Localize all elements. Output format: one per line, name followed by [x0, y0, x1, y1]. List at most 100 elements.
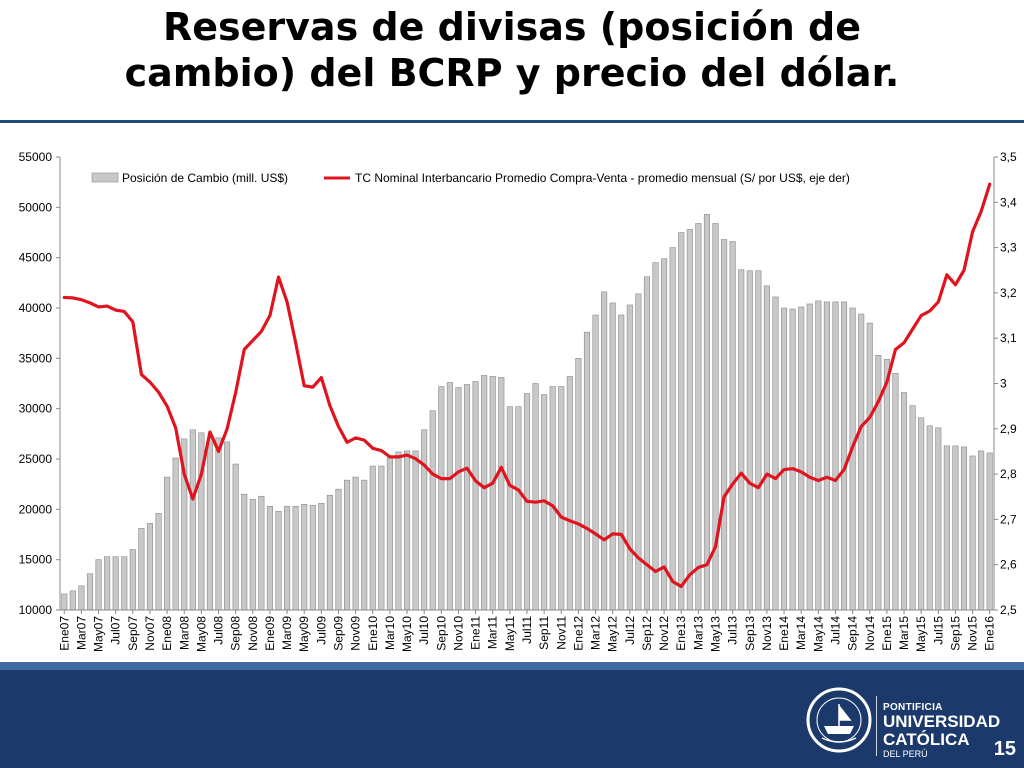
- logo-divider: [876, 696, 877, 756]
- chart-bar: [224, 441, 231, 611]
- x-tick-label: Jul12: [623, 616, 637, 645]
- left-tick-label: 15000: [19, 553, 53, 567]
- left-tick-label: 10000: [19, 603, 53, 617]
- chart-bar: [421, 429, 428, 611]
- chart-bar: [155, 513, 162, 611]
- x-tick-label: May11: [503, 616, 517, 651]
- chart-bar: [335, 488, 342, 611]
- x-tick-label: Nov10: [451, 616, 465, 651]
- chart-bar: [395, 451, 402, 611]
- chart-bar: [721, 239, 728, 611]
- chart-bar: [583, 331, 591, 611]
- chart-bar: [112, 556, 119, 611]
- chart-bar: [686, 229, 693, 611]
- chart-bar: [489, 376, 496, 611]
- chart-bar: [318, 502, 325, 611]
- x-tick-label: Sep15: [948, 616, 962, 651]
- chart-bar: [840, 301, 848, 611]
- x-tick-label: Ene11: [469, 616, 483, 650]
- legend: Posición de Cambio (mill. US$) TC Nominal…: [91, 171, 850, 185]
- chart-bar: [798, 306, 805, 611]
- chart-bar: [806, 303, 813, 611]
- chart-bar: [781, 307, 788, 611]
- left-tick-label: 45000: [19, 251, 53, 265]
- chart-bar: [429, 410, 436, 611]
- chart-bar: [506, 406, 513, 611]
- chart-bar: [146, 523, 154, 611]
- x-tick-label: Mar10: [383, 616, 397, 650]
- chart-bar: [558, 386, 565, 611]
- right-tick-label: 2,9: [1000, 422, 1017, 436]
- chart-bar: [172, 457, 179, 611]
- x-tick-label: Jul08: [212, 616, 226, 645]
- chart-bar: [618, 314, 625, 611]
- chart-bar: [883, 359, 890, 611]
- logo-text-catolica: CATÓLICA: [883, 730, 970, 749]
- x-tick-label: Ene07: [57, 616, 71, 651]
- chart-bar: [566, 376, 573, 611]
- chart-bar: [695, 223, 702, 611]
- chart-bar: [369, 465, 376, 611]
- chart-bar: [746, 270, 753, 611]
- chart-bar: [866, 322, 873, 611]
- chart-bar: [352, 476, 359, 611]
- x-tick-label: Jul07: [109, 616, 123, 645]
- legend-bar-label: Posición de Cambio (mill. US$): [122, 171, 288, 185]
- chart-bar: [943, 445, 950, 611]
- chart-bar: [703, 214, 710, 611]
- chart-bar: [738, 269, 745, 611]
- chart-bar: [978, 450, 985, 611]
- chart-bar: [241, 493, 248, 611]
- left-tick-label: 30000: [19, 402, 53, 416]
- chart-bar: [301, 503, 308, 611]
- university-seal-icon: [806, 687, 872, 753]
- x-tick-label: Sep12: [640, 616, 654, 651]
- chart-bar: [61, 593, 68, 611]
- x-tick-label: Nov13: [760, 616, 774, 651]
- chart-bar: [138, 528, 145, 611]
- chart-bar: [498, 377, 505, 611]
- left-tick-label: 35000: [19, 351, 53, 365]
- chart-bar: [403, 450, 411, 611]
- right-tick-label: 3: [1000, 377, 1007, 391]
- x-tick-label: May15: [914, 616, 928, 652]
- x-tick-label: Nov09: [349, 616, 363, 651]
- x-tick-label: May09: [297, 616, 311, 652]
- x-tick-label: May14: [811, 616, 825, 652]
- legend-bar-swatch: [91, 172, 119, 183]
- chart-bar: [926, 425, 933, 611]
- x-tick-label: Nov11: [554, 616, 568, 650]
- chart-bar: [95, 559, 102, 611]
- right-tick-label: 2,6: [1000, 558, 1017, 572]
- chart-bar: [438, 386, 445, 611]
- right-tick-label: 3,1: [1000, 331, 1017, 345]
- x-tick-label: Ene12: [571, 616, 585, 651]
- right-tick-label: 3,3: [1000, 241, 1017, 255]
- x-tick-label: Ene16: [983, 616, 997, 651]
- chart-bar: [189, 429, 196, 611]
- x-tick-label: Mar15: [897, 616, 911, 650]
- x-tick-label: Mar08: [177, 616, 191, 650]
- chart-bar: [858, 313, 865, 611]
- legend-line-label: TC Nominal Interbancario Promedio Compra…: [355, 171, 850, 185]
- x-tick-label: May10: [400, 616, 414, 652]
- x-tick-label: Sep13: [743, 616, 757, 651]
- x-tick-label: Ene13: [674, 616, 688, 651]
- right-tick-label: 2,7: [1000, 512, 1017, 526]
- chart-bar: [815, 300, 822, 611]
- footer-band: [0, 670, 1024, 768]
- left-tick-label: 20000: [19, 502, 53, 516]
- x-tick-label: Jul09: [314, 616, 328, 645]
- chart-bar: [601, 291, 608, 611]
- chart: 10000 15000 20000 25000 30000 35000 40000 45000…: [0, 128, 1024, 660]
- x-tick-label: Ene09: [263, 616, 277, 651]
- right-tick-label: 3,2: [1000, 286, 1017, 300]
- x-tick-label: Sep07: [126, 616, 140, 651]
- x-tick-label: Sep09: [331, 616, 345, 651]
- chart-bar: [772, 296, 779, 611]
- chart-axes: 10000 15000 20000 25000 30000 35000 40000 45000…: [19, 150, 1017, 652]
- chart-bar: [78, 585, 85, 611]
- chart-bar: [309, 505, 316, 611]
- chart-bar: [918, 417, 925, 611]
- x-tick-label: Ene14: [777, 616, 791, 651]
